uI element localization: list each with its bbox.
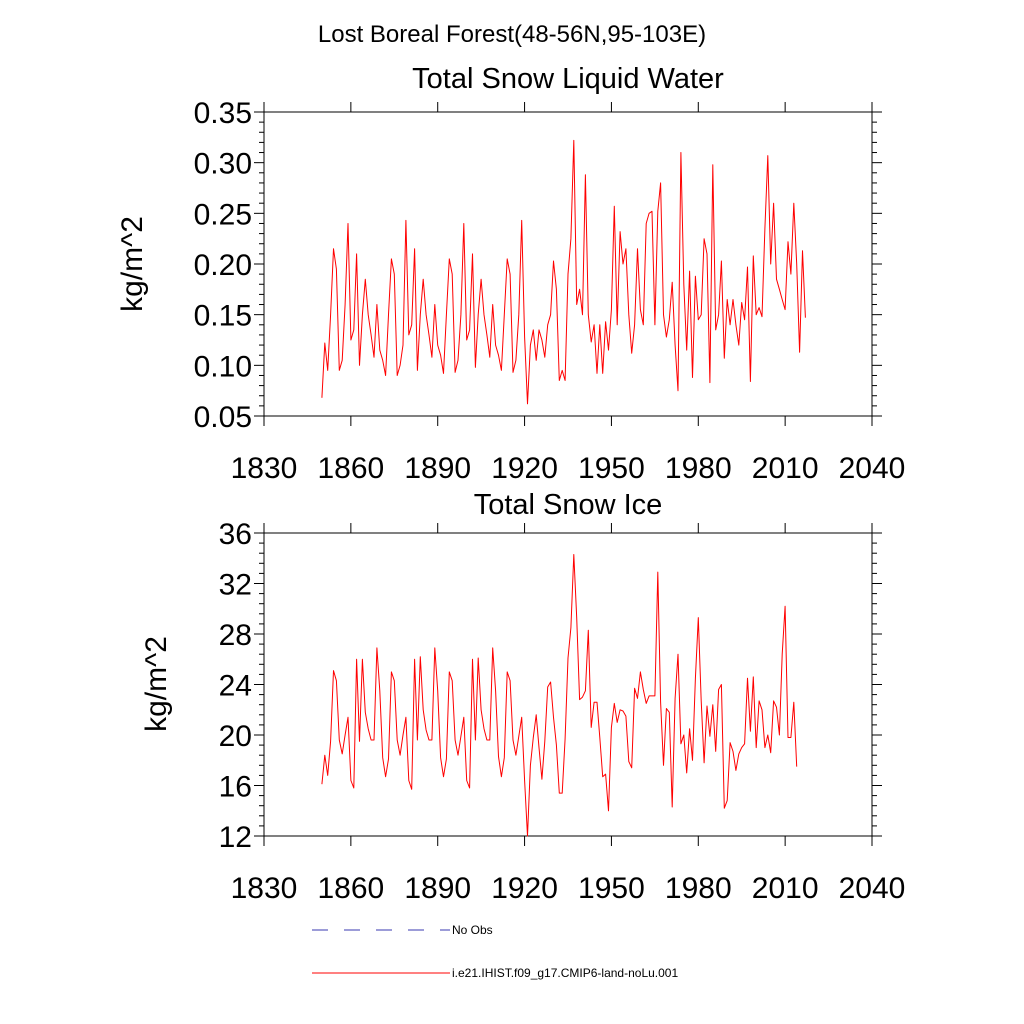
series-line — [321, 554, 798, 837]
y-tick-label: 36 — [219, 518, 252, 551]
x-tick-label: 1830 — [231, 872, 298, 905]
x-tick-label: 1860 — [317, 452, 384, 485]
x-tick-label: 1890 — [404, 872, 471, 905]
x-tick-label: 1830 — [231, 452, 298, 485]
y-tick-label: 28 — [219, 619, 252, 652]
y-tick-label: 0.35 — [194, 97, 252, 130]
y-tick-label: 16 — [219, 771, 252, 804]
legend: No Obs i.e21.IHIST.f09_g17.CMIP6-land-no… — [312, 923, 678, 980]
x-tick-label: 1980 — [665, 452, 732, 485]
y-tick-label: 24 — [219, 670, 252, 703]
x-tick-label: 2010 — [752, 452, 819, 485]
y-tick-label: 12 — [219, 821, 252, 854]
x-tick-label: 1980 — [665, 872, 732, 905]
y-tick-label: 0.20 — [194, 249, 252, 282]
y-tick-label: 32 — [219, 569, 252, 602]
axes: 12 16 20 24 28 32 36 1830 1860 1890 1920 1950 1980 20… — [219, 518, 906, 905]
y-axis-label: kg/m^2 — [140, 636, 173, 732]
y-tick-label: 0.30 — [194, 148, 252, 181]
legend-label-model: i.e21.IHIST.f09_g17.CMIP6-land-noLu.001 — [452, 966, 678, 980]
x-tick-label: 1860 — [317, 872, 384, 905]
chart-title: Total Snow Ice — [474, 489, 663, 521]
x-tick-label: 1920 — [491, 872, 558, 905]
plot-area — [321, 554, 798, 837]
x-tick-label: 1950 — [578, 452, 645, 485]
main-title: Lost Boreal Forest(48-56N,95-103E) — [318, 21, 706, 48]
y-tick-label: 0.15 — [194, 300, 252, 333]
axes: 0.05 0.10 0.15 0.20 0.25 0.30 0.35 1830 1860 1890… — [194, 97, 906, 485]
x-tick-label: 2010 — [752, 872, 819, 905]
y-axis-label: kg/m^2 — [116, 216, 149, 312]
x-tick-label: 1890 — [404, 452, 471, 485]
y-tick-label: 20 — [219, 720, 252, 753]
chart-panel-snow-ice: Total Snow Ice kg/m^2 12 16 20 24 28 32 36 1830… — [140, 489, 905, 905]
chart-panel-liquid-water: Total Snow Liquid Water kg/m^2 0.050.100… — [116, 63, 905, 485]
y-tick-label: 0.05 — [194, 401, 252, 434]
x-tick-label: 1950 — [578, 872, 645, 905]
x-tick-label: 2040 — [839, 452, 906, 485]
plot-area — [321, 139, 806, 405]
chart-title: Total Snow Liquid Water — [412, 63, 724, 95]
legend-label-no-obs: No Obs — [452, 923, 493, 937]
series-line — [321, 139, 806, 405]
plot-frame — [263, 111, 873, 417]
x-tick-label: 1920 — [491, 452, 558, 485]
y-tick-label: 0.10 — [194, 350, 252, 383]
x-tick-label: 2040 — [839, 872, 906, 905]
y-tick-label: 0.25 — [194, 198, 252, 231]
